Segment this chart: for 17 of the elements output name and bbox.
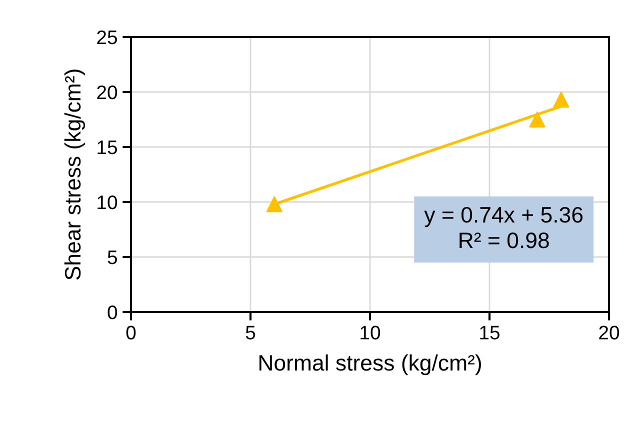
x-tick-label: 0 [126, 326, 136, 340]
y-tick-label: 15 [98, 140, 117, 154]
y-tick-label: 0 [108, 305, 118, 320]
x-tick-label: 5 [246, 326, 256, 340]
y-tick-label: 25 [97, 30, 117, 44]
x-tick-label: 20 [599, 326, 620, 340]
y-tick-label: 20 [97, 85, 118, 100]
y-tick-label: 10 [98, 195, 118, 210]
point [553, 92, 570, 108]
x-tick-label: 15 [480, 326, 500, 340]
y-axis-title: Shear stress (kg/cm²) [64, 70, 86, 280]
x-tick-label: 10 [360, 326, 380, 340]
x-axis-title: Normal stress (kg/cm²) [259, 354, 481, 376]
point [529, 112, 546, 128]
annotation: y = 0.74x + 5.36 R² = 0.98 [424, 206, 583, 248]
y-tick-label: 5 [108, 250, 117, 264]
point [266, 196, 282, 212]
